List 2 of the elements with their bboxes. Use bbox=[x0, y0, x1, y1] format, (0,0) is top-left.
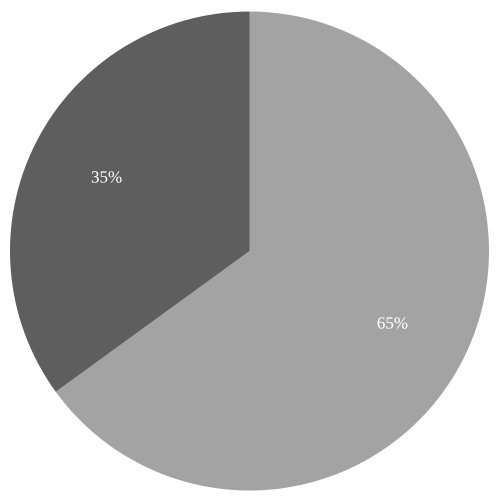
data-label: 35% bbox=[90, 168, 122, 187]
data-label: 65% bbox=[376, 313, 408, 332]
